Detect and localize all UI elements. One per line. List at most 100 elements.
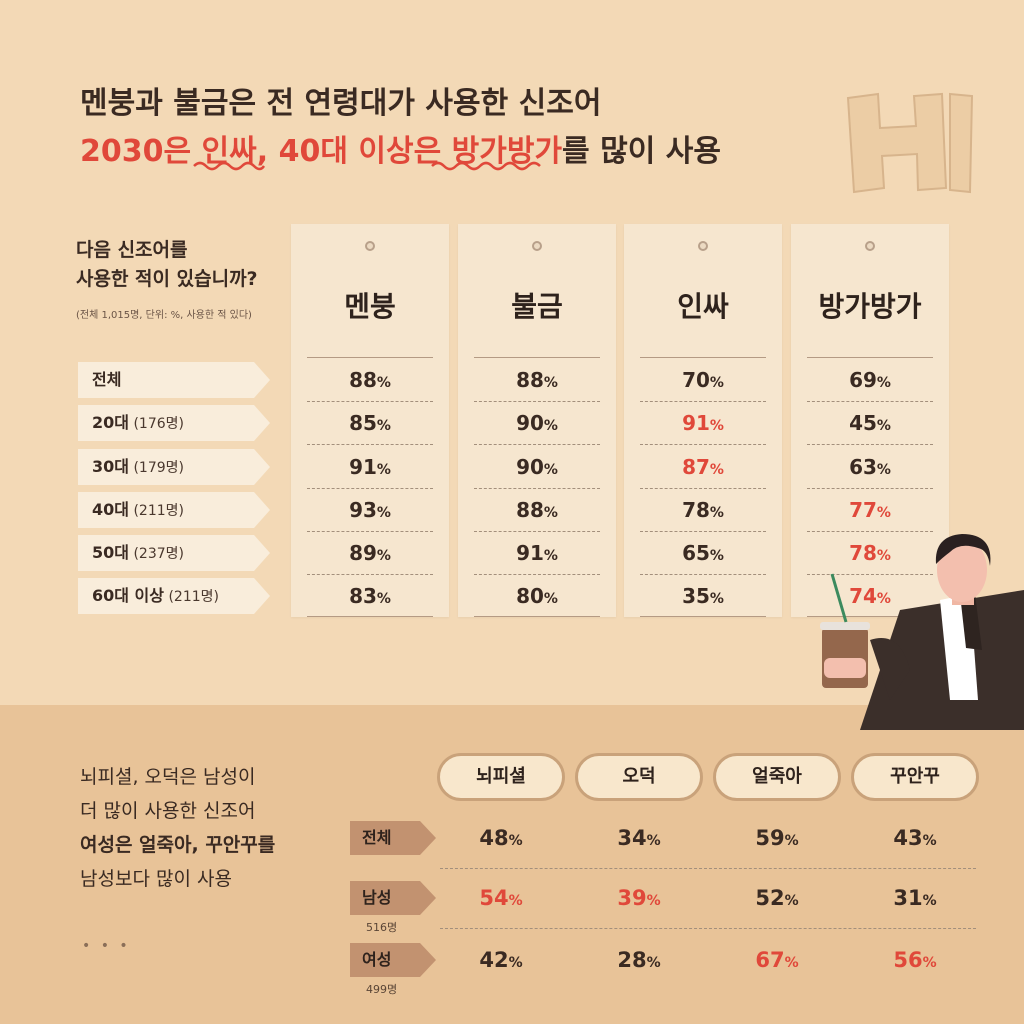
percent-sign: % [508,833,523,849]
percent-sign: % [876,548,891,564]
summary-line-3: 여성은 얼죽아, 꾸안꾸를 [80,834,276,856]
cell-value: 28 [617,948,647,972]
bottom-rule [474,616,600,617]
tag-hole-icon [365,241,375,251]
percent-sign: % [376,418,391,434]
cell-value: 78 [682,498,710,522]
gender-row-divider [440,928,976,929]
survey-question: 다음 신조어를 사용한 적이 있습니까? [76,236,258,294]
gender-table-cell: 28% [575,943,703,977]
table-cell: 88% [458,365,616,395]
percent-sign: % [922,833,937,849]
row-label-count: (211명) [129,503,184,519]
cell-value: 91 [516,541,544,565]
table-cell: 70% [624,365,782,395]
percent-sign: % [709,591,724,607]
table-cell: 90% [458,408,616,438]
headline-suffix: 를 많이 사용 [562,134,721,169]
gender-row-divider [440,868,976,869]
table-cell: 91% [458,538,616,568]
cell-value: 93 [349,498,377,522]
table-cell: 45% [791,408,949,438]
cell-value: 43 [893,826,923,850]
cell-value: 83 [349,584,377,608]
cell-value: 45 [849,411,877,435]
cell-value: 87 [682,455,710,479]
summary-line-1: 뇌피셜, 오덕은 남성이 [80,766,256,788]
cell-value: 85 [349,411,377,435]
percent-sign: % [376,505,391,521]
row-label: 60대 이상 (211명) [78,578,270,614]
percent-sign: % [784,833,799,849]
row-label-count: (176명) [129,416,184,432]
percent-sign: % [376,548,391,564]
table-cell: 93% [291,495,449,525]
percent-sign: % [876,418,891,434]
table-cell: 87% [624,452,782,482]
table-cell: 91% [624,408,782,438]
percent-sign: % [876,375,891,391]
headline-2030: 2030은 [80,134,202,169]
table-cell: 35% [624,581,782,611]
row-label-text: 30대 [92,457,129,476]
squiggle-underline-icon [431,161,541,171]
row-label-count: (237명) [129,546,184,562]
percent-sign: % [508,893,523,909]
row-divider [307,574,433,575]
header-rule [807,357,933,358]
row-label: 20대 (176명) [78,405,270,441]
row-divider [807,401,933,402]
word-title: 불금 [511,290,563,323]
headline-line-1: 멘붕과 불금은 전 연령대가 사용한 신조어 [80,86,602,121]
cell-value: 88 [516,368,544,392]
percent-sign: % [646,955,661,971]
percent-sign: % [784,893,799,909]
cell-value: 54 [479,886,509,910]
row-divider [307,444,433,445]
gender-table-cell: 43% [851,821,979,855]
gender-table-cell: 54% [437,881,565,915]
gender-table-cell: 67% [713,943,841,977]
header-rule [474,357,600,358]
percent-sign: % [709,548,724,564]
gender-row-label: 전체 [350,821,436,855]
table-cell: 77% [791,495,949,525]
word-title: 방가방가 [818,290,922,323]
gender-table-cell: 31% [851,881,979,915]
row-divider [307,488,433,489]
cell-value: 56 [893,948,923,972]
ellipsis-dots: • • • [82,938,131,954]
row-label-text: 40대 [92,500,129,519]
row-label-text: 전체 [92,370,122,389]
tag-card [791,224,949,617]
percent-sign: % [709,505,724,521]
headline-line-2: 2030은 인싸, 40대 이상은 방가방가를 많이 사용 [80,126,721,170]
table-cell: 91% [291,452,449,482]
percent-sign: % [876,462,891,478]
cell-value: 88 [349,368,377,392]
word-pill: 얼죽아 [713,753,841,801]
table-cell: 74% [791,581,949,611]
table-cell: 88% [458,495,616,525]
cell-value: 63 [849,455,877,479]
percent-sign: % [543,462,558,478]
cell-value: 88 [516,498,544,522]
row-divider [807,444,933,445]
cell-value: 35 [682,584,710,608]
row-divider [640,531,766,532]
percent-sign: % [543,548,558,564]
header-rule [307,357,433,358]
row-label: 40대 (211명) [78,492,270,528]
percent-sign: % [376,591,391,607]
percent-sign: % [543,375,558,391]
percent-sign: % [922,893,937,909]
cell-value: 42 [479,948,509,972]
word-title: 인싸 [677,290,729,323]
percent-sign: % [876,505,891,521]
cell-value: 31 [893,886,923,910]
percent-sign: % [646,833,661,849]
table-cell: 69% [791,365,949,395]
percent-sign: % [709,462,724,478]
gender-row-label: 남성 [350,881,436,915]
percent-sign: % [876,591,891,607]
